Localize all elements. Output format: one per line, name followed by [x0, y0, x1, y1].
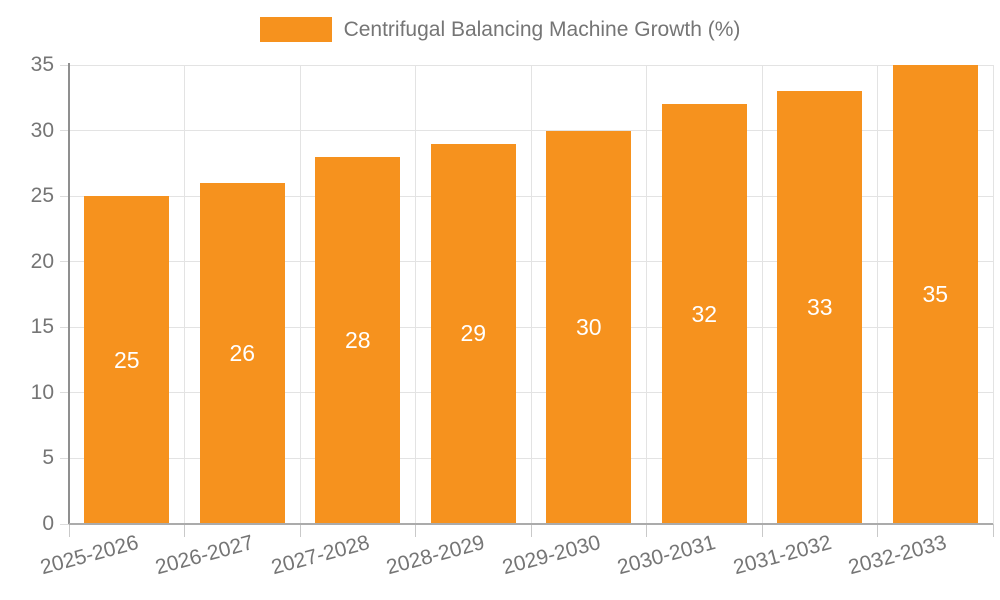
bar-value-label: 30	[575, 313, 602, 340]
y-axis-label: 20	[30, 249, 54, 273]
y-axis-label: 30	[30, 118, 54, 142]
legend-label[interactable]: Centrifugal Balancing Machine Growth (%)	[343, 17, 741, 41]
y-tick	[60, 326, 69, 328]
y-tick	[60, 457, 69, 459]
x-tick	[68, 524, 70, 537]
x-gridline	[877, 65, 878, 524]
y-tick	[60, 195, 69, 197]
bar-2031-2032[interactable]: 33	[777, 91, 863, 524]
x-tick	[299, 524, 301, 537]
x-gridline	[646, 65, 647, 524]
x-gridline	[415, 65, 416, 524]
bar-value-label: 26	[229, 340, 256, 366]
y-axis-label: 15	[30, 315, 54, 339]
x-tick	[877, 524, 878, 537]
x-tick	[530, 524, 532, 537]
x-gridline	[184, 65, 185, 524]
y-tick	[60, 523, 69, 525]
bar-value-label: 33	[806, 294, 833, 321]
x-tick	[646, 524, 647, 537]
y-tick	[60, 64, 69, 66]
y-axis-label: 35	[30, 53, 54, 76]
y-axis-label: 5	[42, 446, 54, 470]
bar-value-label: 25	[113, 346, 140, 373]
x-gridline	[530, 65, 532, 524]
x-tick	[761, 524, 763, 537]
x-gridline	[992, 65, 994, 524]
y-tick	[60, 261, 69, 263]
bar-2029-2030[interactable]: 30	[546, 130, 632, 524]
y-axis-label: 10	[30, 380, 54, 404]
bar-2032-2033[interactable]: 35	[892, 65, 978, 524]
bar-2027-2028[interactable]: 28	[315, 156, 401, 524]
y-tick	[60, 130, 69, 132]
bar-2026-2027[interactable]: 26	[199, 183, 285, 524]
bar-value-label: 32	[691, 300, 718, 327]
y-axis-label: 0	[42, 512, 54, 535]
x-tick	[992, 524, 994, 537]
x-gridline	[761, 65, 763, 524]
bar-value-label: 35	[922, 281, 949, 307]
bar-value-label: 28	[344, 326, 371, 353]
bar-2030-2031[interactable]: 32	[661, 104, 747, 524]
x-axis-line	[69, 523, 993, 525]
bar-2028-2029[interactable]: 29	[430, 143, 516, 524]
x-gridline	[299, 65, 301, 524]
legend-swatch[interactable]	[259, 17, 332, 42]
x-tick	[415, 524, 416, 537]
y-axis-line	[68, 63, 70, 524]
legend[interactable]: Centrifugal Balancing Machine Growth (%)	[0, 17, 1000, 42]
bar-value-label: 29	[460, 320, 487, 347]
y-tick	[60, 392, 69, 394]
y-axis-label: 25	[30, 184, 54, 208]
x-tick	[184, 524, 185, 537]
bar-2025-2026[interactable]: 25	[84, 196, 170, 524]
